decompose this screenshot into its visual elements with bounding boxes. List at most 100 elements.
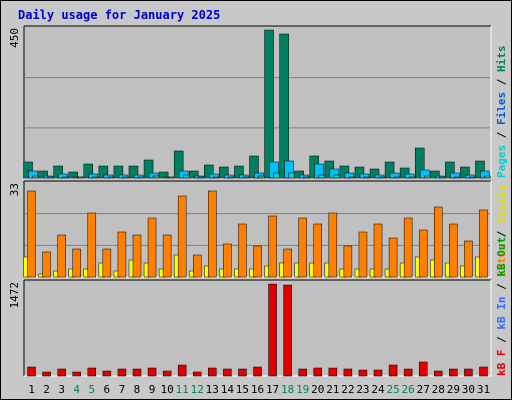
hits-bar xyxy=(294,170,304,179)
kbf-bar xyxy=(449,368,458,377)
hits-bar xyxy=(83,163,94,179)
x-tick-label: 5 xyxy=(88,383,95,396)
hits-bar xyxy=(475,160,485,179)
kbf-bar xyxy=(72,371,81,377)
pages-bar xyxy=(484,175,491,179)
pages-bar xyxy=(454,176,461,179)
y-axis-max-label: 33 xyxy=(8,183,21,196)
hits-bar xyxy=(430,170,440,179)
x-tick-label: 29 xyxy=(447,383,460,396)
legend-entry: kB F xyxy=(495,350,508,377)
sites-bar xyxy=(343,245,353,278)
pages-bar xyxy=(393,176,401,179)
hits-bar xyxy=(128,165,139,179)
x-tick-label: 6 xyxy=(104,383,111,396)
hits-bar xyxy=(204,164,214,179)
pages-bar xyxy=(423,175,431,179)
legend-entry: Files xyxy=(495,92,508,125)
sites-bar xyxy=(208,190,217,278)
kbf-bar xyxy=(27,366,36,377)
kbf-bar xyxy=(418,361,428,377)
y-axis-max-label: 1472 xyxy=(8,282,21,309)
pages-bar xyxy=(47,176,54,179)
sites-bar xyxy=(464,240,473,278)
x-tick-label: 7 xyxy=(119,383,126,396)
chart-title: Daily usage for January 2025 xyxy=(18,8,221,22)
kbf-bar xyxy=(117,368,127,377)
pages-bar xyxy=(469,176,476,179)
legend-entry: / xyxy=(495,125,508,145)
kbf-bar xyxy=(57,368,66,377)
sites-bar xyxy=(162,234,172,278)
pages-bar xyxy=(197,176,205,179)
x-tick-label: 21 xyxy=(326,383,339,396)
kbf-bar xyxy=(238,368,247,377)
pages-bar xyxy=(92,176,100,179)
sites-bar xyxy=(449,223,458,278)
hits-bar xyxy=(369,168,380,179)
x-tick-label: 8 xyxy=(134,383,141,396)
kbf-bar xyxy=(102,370,112,377)
pages-bar xyxy=(243,176,250,179)
x-tick-label: 15 xyxy=(236,383,249,396)
hits-bar xyxy=(384,161,395,179)
kbf-bar xyxy=(192,371,202,377)
kbf-bar xyxy=(283,284,292,377)
kbf-bar xyxy=(223,368,232,377)
kbf-bar xyxy=(403,368,413,377)
sites-bar xyxy=(479,209,488,278)
sites-bar xyxy=(434,206,443,278)
sites-bar xyxy=(298,217,307,278)
sites-bar xyxy=(57,234,66,278)
kbf-bar xyxy=(373,369,383,377)
kbf-bar xyxy=(464,368,473,377)
pages-bar xyxy=(122,176,130,179)
sites-bar xyxy=(358,231,368,278)
x-tick-label: 13 xyxy=(206,383,219,396)
sites-bar xyxy=(328,212,338,278)
x-tick-label: 28 xyxy=(432,383,445,396)
x-tick-label: 18 xyxy=(281,383,294,396)
legend-entry: Visits xyxy=(495,184,508,224)
hits-bar xyxy=(219,166,229,179)
sites-bar xyxy=(87,212,97,278)
pages-bar xyxy=(318,174,326,179)
pages-bar xyxy=(408,176,416,179)
sites-bar xyxy=(117,231,127,278)
hits-bar xyxy=(279,33,289,179)
x-tick-label: 12 xyxy=(191,383,204,396)
kbf-bar xyxy=(358,369,368,377)
hits-bar xyxy=(354,166,365,179)
sites-bar xyxy=(102,248,112,278)
kbf-bar xyxy=(177,364,187,377)
x-tick-label: 22 xyxy=(341,383,354,396)
sites-bar xyxy=(253,245,262,278)
legend-entry: kB Out xyxy=(495,237,508,277)
kbf-bar xyxy=(253,366,262,377)
sites-bar xyxy=(223,243,232,278)
kbf-bar xyxy=(132,368,142,377)
pages-bar xyxy=(303,176,310,179)
pages-bar xyxy=(288,172,295,179)
pages-bar xyxy=(439,176,446,179)
hits-bar xyxy=(68,171,78,179)
sites-bar xyxy=(147,217,157,278)
hits-bar xyxy=(445,161,455,179)
hits-bar xyxy=(414,147,425,179)
kbf-bar xyxy=(268,283,277,377)
sites-bar xyxy=(418,229,428,278)
x-tick-label: 1 xyxy=(28,383,35,396)
pages-bar xyxy=(213,176,220,179)
hits-bar xyxy=(339,165,350,179)
legend-entry: / xyxy=(495,224,508,244)
x-tick-label: 17 xyxy=(266,383,279,396)
x-tick-label: 11 xyxy=(176,383,189,396)
pages-bar xyxy=(363,176,371,179)
x-tick-label: 19 xyxy=(296,383,309,396)
pages-bar xyxy=(152,175,160,179)
kbf-bar xyxy=(388,364,398,377)
x-tick-label: 26 xyxy=(402,383,415,396)
kbf-bar xyxy=(208,367,217,377)
x-tick-label: 10 xyxy=(160,383,173,396)
